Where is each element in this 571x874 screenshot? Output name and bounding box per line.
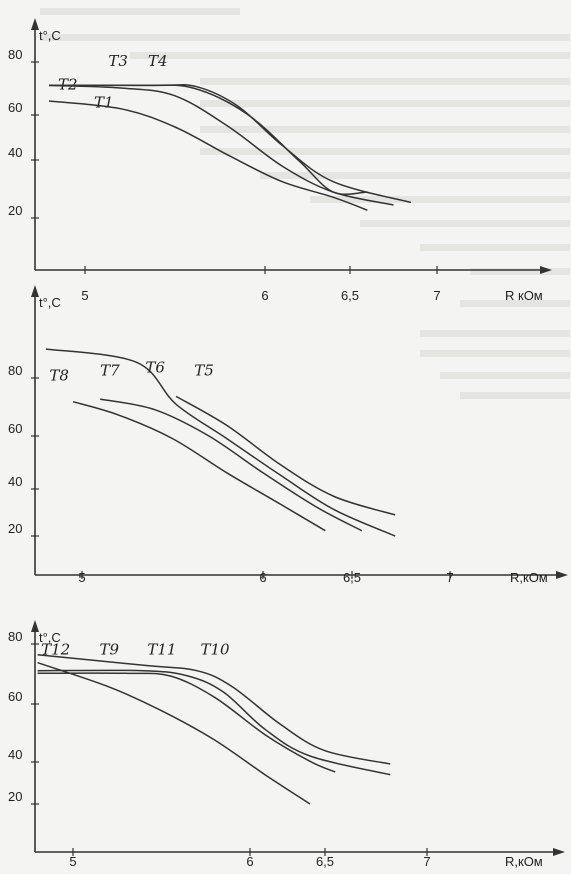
bg-line xyxy=(460,300,570,307)
y-tick-label: 20 xyxy=(8,789,22,804)
x-axis-label: R,кОм xyxy=(510,570,548,585)
y-axis-arrow xyxy=(31,18,39,30)
bg-line xyxy=(420,330,570,337)
charts-layer: t°,C R кОм 5 6 6,5 7 80 60 40 20 T1 T2 T3 T4 t°,C R,кОм… xyxy=(8,18,568,869)
bg-line xyxy=(420,244,570,251)
bg-line xyxy=(200,148,570,155)
bg-line xyxy=(310,196,570,203)
y-tick-label: 40 xyxy=(8,474,22,489)
bg-line xyxy=(40,8,240,15)
bg-line xyxy=(200,126,570,133)
series-label-t10: T10 xyxy=(200,641,230,659)
y-tick-label: 40 xyxy=(8,747,22,762)
x-tick-label: 7 xyxy=(433,288,440,303)
series-label-t3: T3 xyxy=(108,52,128,70)
y-axis-label: t°,C xyxy=(39,28,61,43)
series-label-t7: T7 xyxy=(100,361,120,379)
series-line-t9 xyxy=(37,672,336,773)
y-tick-label: 80 xyxy=(8,47,22,62)
series-label-t6: T6 xyxy=(145,359,165,377)
bg-line xyxy=(420,350,570,357)
series-label-t12: T12 xyxy=(41,641,70,659)
x-tick-label: 7 xyxy=(423,854,430,869)
y-tick-label: 20 xyxy=(8,521,22,536)
series-label-t4: T4 xyxy=(148,52,168,70)
series-label-t5: T5 xyxy=(194,361,214,379)
y-tick-label: 60 xyxy=(8,689,22,704)
x-tick-label: 5 xyxy=(81,288,88,303)
x-tick-label: 6,5 xyxy=(343,570,361,585)
x-axis-arrow xyxy=(553,848,565,856)
y-axis-arrow xyxy=(31,285,39,297)
x-axis-label: R кОм xyxy=(505,288,543,303)
chart-3: t°,C R,кОм 5 6 6,5 7 80 60 40 20 T9 T10 T11 T12 xyxy=(8,620,565,869)
series-line-t10 xyxy=(37,653,391,765)
background-text-lines xyxy=(40,8,570,399)
y-tick-label: 80 xyxy=(8,363,22,378)
bg-line xyxy=(260,172,570,179)
bg-line xyxy=(40,34,570,41)
y-tick-label: 80 xyxy=(8,629,22,644)
y-axis-arrow xyxy=(31,620,39,632)
series-label-t8: T8 xyxy=(49,367,69,385)
x-tick-label: 5 xyxy=(69,854,76,869)
series-label-t9: T9 xyxy=(100,641,120,659)
series-label-t2: T2 xyxy=(58,75,78,93)
x-axis-label: R,кОм xyxy=(505,854,543,869)
bg-line xyxy=(440,372,570,379)
series-line-t8 xyxy=(72,400,326,532)
x-tick-label: 6 xyxy=(246,854,253,869)
series-line-t11 xyxy=(37,669,391,776)
series-line-t7 xyxy=(99,398,363,532)
bg-line xyxy=(460,392,570,399)
bg-line xyxy=(200,100,570,107)
series-label-t11: T11 xyxy=(147,641,176,659)
x-tick-label: 5 xyxy=(78,570,85,585)
bg-line xyxy=(470,268,570,275)
series-line-t5 xyxy=(175,395,396,516)
y-tick-label: 60 xyxy=(8,421,22,436)
series-line-t4 xyxy=(48,84,412,204)
series-line-t6 xyxy=(45,348,396,537)
x-tick-label: 6,5 xyxy=(341,288,359,303)
y-axis-label: t°,C xyxy=(39,295,61,310)
bg-line xyxy=(130,52,570,59)
bg-line xyxy=(200,78,570,85)
x-tick-label: 6 xyxy=(259,570,266,585)
series-label-t1: T1 xyxy=(94,94,114,112)
y-tick-label: 60 xyxy=(8,100,22,115)
series-line-t12 xyxy=(37,661,311,805)
bg-line xyxy=(360,220,570,227)
x-tick-label: 6 xyxy=(261,288,268,303)
series-line-t1 xyxy=(48,100,368,211)
chart-2: t°,C R,кОм 5 6 6,5 7 80 60 40 20 T5 T6 T7 T8 xyxy=(8,285,568,585)
chart-1: t°,C R кОм 5 6 6,5 7 80 60 40 20 T1 T2 T3 T4 xyxy=(8,18,552,303)
x-tick-label: 6,5 xyxy=(316,854,334,869)
x-axis-arrow xyxy=(540,266,552,274)
x-tick-label: 7 xyxy=(446,570,453,585)
y-axis-label: t°,C xyxy=(39,630,61,645)
y-tick-label: 40 xyxy=(8,145,22,160)
x-axis-arrow xyxy=(556,571,568,579)
y-tick-label: 20 xyxy=(8,203,22,218)
